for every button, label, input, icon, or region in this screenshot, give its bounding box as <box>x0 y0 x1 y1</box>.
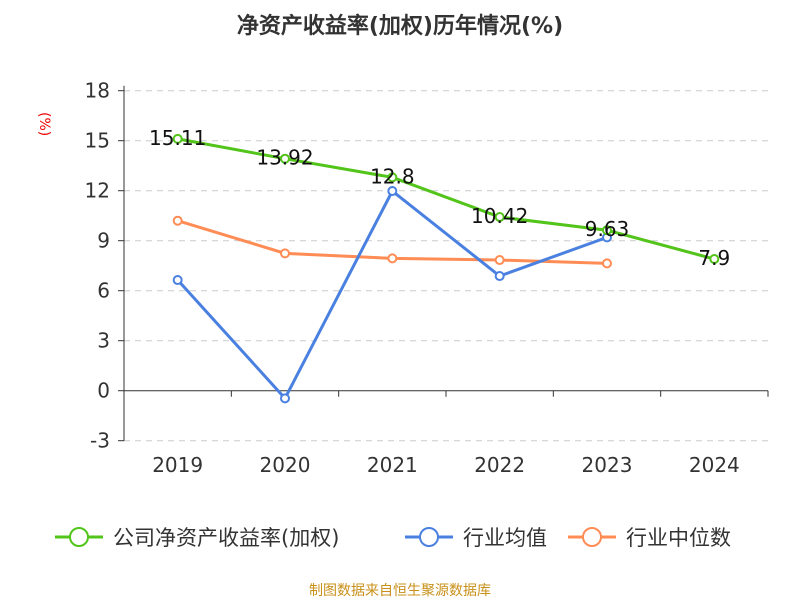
data-point <box>494 212 505 223</box>
data-point <box>387 172 398 183</box>
y-tick-label: 9 <box>97 229 110 253</box>
legend-marker <box>419 527 439 547</box>
data-label: 10.42 <box>471 204 528 228</box>
y-tick-label: -3 <box>90 429 110 453</box>
legend-label: 行业均值 <box>463 526 547 550</box>
data-point <box>602 225 612 236</box>
data-point <box>387 253 398 264</box>
x-tick-label: 2022 <box>474 453 525 477</box>
data-point <box>280 153 290 164</box>
data-point <box>494 255 505 266</box>
data-point <box>280 393 290 404</box>
y-tick-label: 12 <box>85 179 110 203</box>
data-label: 7.9 <box>698 246 730 270</box>
data-label: 9.63 <box>585 217 630 241</box>
data-label: 13.92 <box>256 146 313 170</box>
data-point <box>602 258 612 269</box>
data-point <box>172 133 183 144</box>
data-label: 15.11 <box>149 126 206 150</box>
legend-label: 行业中位数 <box>626 526 731 550</box>
series-line <box>177 137 715 261</box>
legend-marker <box>69 527 89 547</box>
data-point <box>709 254 720 265</box>
source-footer: 制图数据来自恒生聚源数据库 <box>309 583 491 599</box>
x-tick-label: 2020 <box>260 453 311 477</box>
data-point <box>494 271 505 282</box>
x-tick-label: 2019 <box>152 453 203 477</box>
y-tick-label: 15 <box>85 129 110 153</box>
x-tick-label: 2023 <box>582 453 633 477</box>
data-point <box>172 215 183 226</box>
chart-title: 净资产收益率(加权)历年情况(%) <box>236 14 564 39</box>
y-tick-label: 6 <box>97 279 110 303</box>
data-point <box>280 248 290 259</box>
legend-marker <box>582 527 602 547</box>
data-point <box>387 186 398 197</box>
y-tick-label: 0 <box>97 379 110 403</box>
y-tick-label: 3 <box>97 329 110 353</box>
x-tick-label: 2021 <box>367 453 418 477</box>
legend-label: 公司净资产收益率(加权) <box>113 526 339 550</box>
data-point <box>172 275 183 286</box>
x-tick-label: 2024 <box>689 453 740 477</box>
y-tick-label: 18 <box>85 79 110 103</box>
data-label: 12.8 <box>370 164 415 188</box>
